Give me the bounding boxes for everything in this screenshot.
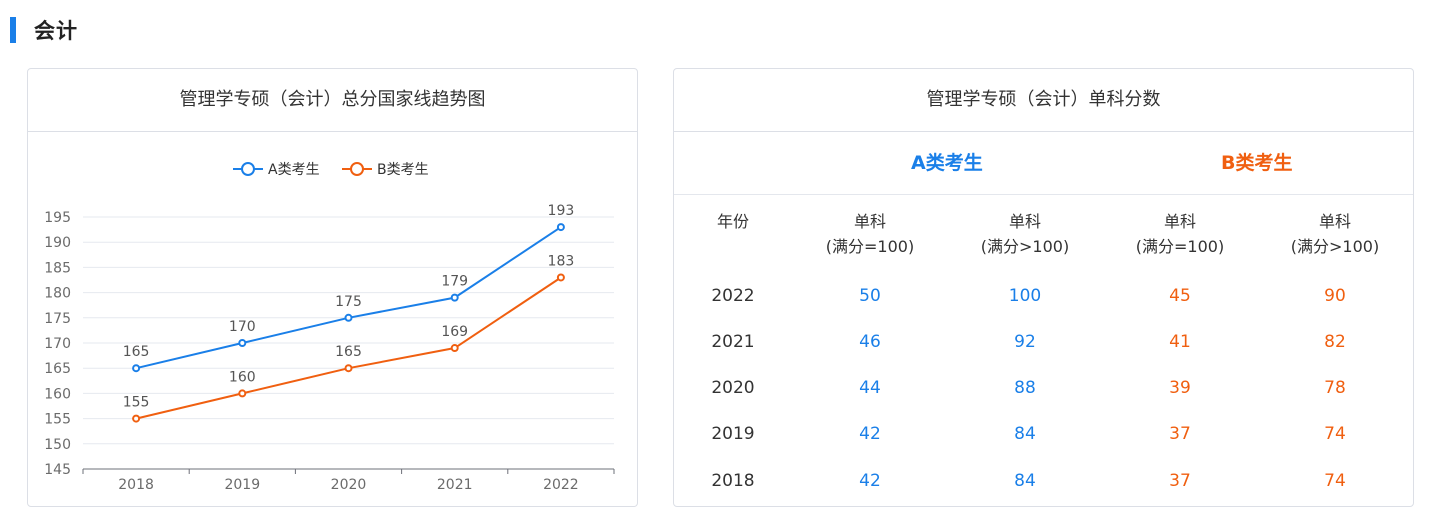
col-header-line1: 单科: [1008, 212, 1041, 231]
cell-b-full100: 37: [1169, 424, 1191, 444]
data-label: 169: [441, 324, 468, 340]
legend-marker: [350, 162, 364, 176]
data-point: [556, 273, 565, 282]
trend-chart: 145 150 155 160 165 170 175 180 185 190 195 2018 201…: [44, 162, 615, 493]
trend-chart-card: 管理学专硕（会计）总分国家线趋势图 145 150 155 160 165 170 175 1…: [27, 68, 638, 507]
y-tick-label: 170: [44, 336, 71, 352]
col-header-line2: (满分>100): [1290, 237, 1380, 256]
data-label: 165: [335, 344, 362, 360]
data-point: [344, 313, 353, 322]
data-label: 155: [123, 395, 150, 411]
cell-b-over100: 74: [1324, 424, 1346, 444]
cell-b-over100: 82: [1324, 332, 1346, 352]
data-point: [556, 223, 565, 232]
cell-a-over100: 92: [1014, 332, 1036, 352]
y-tick-label: 180: [44, 286, 71, 302]
cell-b-full100: 39: [1169, 378, 1191, 398]
col-header-line1: 单科: [1318, 212, 1351, 231]
y-tick-label: 145: [44, 462, 71, 478]
chart-card-title: 管理学专硕（会计）总分国家线趋势图: [28, 69, 637, 132]
cell-b-full100: 41: [1169, 332, 1191, 352]
cell-a-over100: 100: [1008, 286, 1042, 306]
cell-a-full100: 42: [859, 424, 881, 444]
data-point: [132, 414, 141, 423]
data-label: 160: [229, 369, 256, 385]
cell-year: 2020: [711, 378, 755, 398]
section-header: 会计: [10, 16, 78, 44]
group-b-label: B类考生: [1221, 152, 1293, 174]
data-label: 175: [335, 294, 362, 310]
cell-a-over100: 88: [1014, 378, 1036, 398]
col-header-line2: (满分>100): [980, 237, 1070, 256]
legend-marker: [241, 162, 255, 176]
cell-a-over100: 84: [1014, 424, 1036, 444]
cell-a-full100: 46: [859, 332, 881, 352]
col-header-line2: (满分=100): [1135, 237, 1225, 256]
cell-year: 2019: [711, 424, 755, 444]
y-tick-label: 175: [44, 311, 71, 327]
x-tick-label: 2020: [331, 477, 367, 493]
col-header-a-over100: 单科 (满分>100): [955, 209, 1095, 259]
year-header: 年份: [716, 212, 749, 231]
cell-b-over100: 90: [1324, 286, 1346, 306]
score-table-card: 管理学专硕（会计）单科分数 A类考生 B类考生 年份 单科 (满分=100) 单科 (满…: [673, 68, 1414, 507]
col-header-a-full100: 单科 (满分=100): [800, 209, 940, 259]
cell-a-over100: 84: [1014, 471, 1036, 491]
data-label: 165: [123, 344, 150, 360]
data-point: [238, 389, 247, 398]
section-accent-bar: [10, 17, 16, 43]
col-header-line1: 单科: [853, 212, 886, 231]
col-header-line1: 单科: [1163, 212, 1196, 231]
col-header-line2: (满分=100): [825, 237, 915, 256]
cell-b-full100: 45: [1169, 286, 1191, 306]
col-header-b-over100: 单科 (满分>100): [1265, 209, 1405, 259]
y-tick-label: 185: [44, 260, 71, 276]
cell-a-full100: 50: [859, 286, 881, 306]
cell-year: 2021: [711, 332, 755, 352]
y-tick-label: 165: [44, 361, 71, 377]
data-point: [132, 364, 141, 373]
cell-b-over100: 78: [1324, 378, 1346, 398]
legend-label: B类考生: [377, 162, 429, 178]
legend-label: A类考生: [268, 162, 320, 178]
cell-year: 2018: [711, 471, 755, 491]
data-point: [344, 364, 353, 373]
group-a-label: A类考生: [911, 152, 983, 174]
x-tick-label: 2018: [118, 477, 154, 493]
y-tick-label: 195: [44, 210, 71, 226]
data-label: 170: [229, 319, 256, 335]
cell-b-over100: 74: [1324, 471, 1346, 491]
x-tick-label: 2021: [437, 477, 473, 493]
cell-a-full100: 44: [859, 378, 881, 398]
x-tick-label: 2019: [224, 477, 260, 493]
y-tick-label: 160: [44, 386, 71, 402]
cell-a-full100: 42: [859, 471, 881, 491]
cell-year: 2022: [711, 286, 755, 306]
data-label: 179: [441, 274, 468, 290]
y-tick-label: 155: [44, 412, 71, 428]
group-header-row: A类考生 B类考生: [674, 132, 1413, 195]
data-point: [238, 339, 247, 347]
col-header-b-full100: 单科 (满分=100): [1110, 209, 1250, 259]
section-title: 会计: [34, 19, 78, 43]
y-tick-label: 150: [44, 437, 71, 453]
data-label: 193: [548, 203, 575, 219]
table-card-title: 管理学专硕（会计）单科分数: [674, 69, 1413, 132]
x-tick-label: 2022: [543, 477, 579, 493]
cell-b-full100: 37: [1169, 471, 1191, 491]
data-point: [450, 344, 459, 353]
data-point: [450, 293, 459, 302]
y-tick-label: 190: [44, 235, 71, 251]
data-label: 183: [548, 253, 575, 269]
